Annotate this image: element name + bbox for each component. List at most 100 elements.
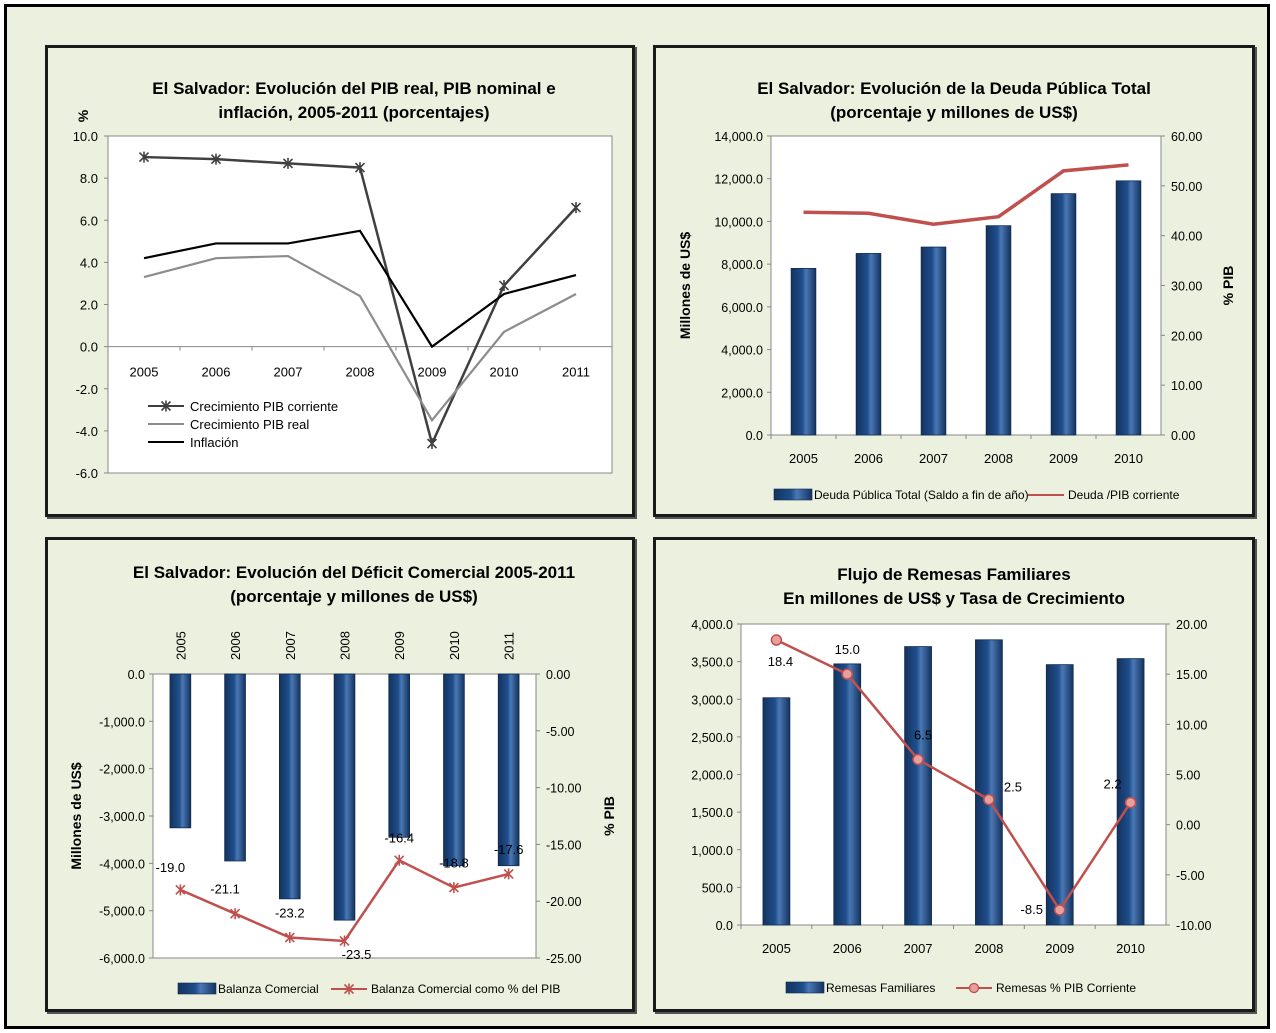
rem-data-label: 15.0 — [835, 642, 860, 657]
rem-legend-bar-swatch — [785, 981, 825, 994]
deuda-y2-tick-label: 20.00 — [1171, 329, 1202, 343]
pib-series-marker — [138, 151, 150, 163]
def-x-tick-label: 2006 — [228, 631, 243, 660]
deuda-y-tick-label: 14,000.0 — [714, 130, 763, 144]
rem-y-tick-label: 3,500.0 — [691, 656, 733, 670]
rem-legend-line-label: Remesas % PIB Corriente — [996, 981, 1136, 995]
deuda-bar — [985, 225, 1012, 436]
rem-x-tick-label: 2009 — [1045, 941, 1074, 956]
rem-bar — [904, 646, 932, 926]
def-data-label: -18.8 — [439, 856, 469, 871]
def-y2-tick-label: -20.00 — [546, 895, 581, 909]
pib-title-line: El Salvador: Evolución del PIB real, PIB… — [152, 79, 555, 98]
chart-panel-deficit: El Salvador: Evolución del Déficit Comer… — [45, 537, 635, 1012]
def-y2-tick-label: -5.00 — [546, 725, 575, 739]
def-x-tick-label: 2011 — [502, 632, 517, 660]
deuda-x-tick-label: 2006 — [854, 451, 883, 466]
def-x-tick-label: 2010 — [447, 631, 462, 660]
deuda-y2-tick-label: 30.00 — [1171, 280, 1202, 294]
rem-line-marker — [1124, 796, 1137, 809]
deuda-x-tick-label: 2008 — [984, 451, 1013, 466]
deuda-x-tick-label: 2007 — [919, 451, 948, 466]
rem-title-line: Flujo de Remesas Familiares — [837, 565, 1070, 584]
rem-plot-area — [740, 623, 1167, 926]
pib-y-tick-label: 6.0 — [80, 213, 98, 228]
rem-title-line: En millones de US$ y Tasa de Crecimiento — [783, 589, 1125, 608]
rem-bar — [1116, 658, 1145, 926]
def-data-label: -23.2 — [275, 906, 305, 921]
dashboard-frame: El Salvador: Evolución del PIB real, PIB… — [4, 4, 1270, 1029]
def-y-axis-label: Millones de US$ — [68, 762, 84, 870]
rem-bar — [762, 697, 791, 926]
def-y2-axis-label: % PIB — [601, 796, 617, 836]
deuda-legend-bar-label: Deuda Pública Total (Saldo a fin de año) — [814, 488, 1029, 502]
rem-y-tick-label: 4,000.0 — [691, 618, 733, 632]
def-y2-tick-label: 0.00 — [546, 668, 570, 682]
def-data-label: -16.4 — [384, 830, 414, 845]
chart-deuda-publica: El Salvador: Evolución de la Deuda Públi… — [677, 79, 1236, 502]
rem-line-marker — [983, 793, 995, 806]
rem-y-tick-label: 0.0 — [716, 919, 733, 933]
def-line-marker — [175, 884, 186, 896]
def-x-tick-label: 2008 — [338, 631, 353, 660]
chart-deficit-comercial: El Salvador: Evolución del Déficit Comer… — [68, 563, 617, 996]
deuda-y-tick-label: 4,000.0 — [721, 344, 763, 358]
deuda-y2-tick-label: 40.00 — [1171, 230, 1202, 244]
pib-x-tick-label: 2009 — [418, 365, 447, 380]
def-bar — [278, 673, 301, 900]
rem-y2-tick-label: 5.00 — [1176, 769, 1200, 783]
deuda-y-tick-label: 10,000.0 — [714, 215, 763, 229]
deuda-y2-tick-label: 50.00 — [1171, 180, 1202, 194]
deuda-y2-tick-label: 10.00 — [1171, 379, 1202, 393]
deuda-line — [803, 163, 1129, 226]
rem-line-marker — [770, 634, 783, 646]
rem-y-tick-label: 2,500.0 — [691, 731, 733, 745]
pib-legend-label: Inflación — [190, 435, 238, 450]
pib-plot-area — [107, 135, 613, 474]
def-bar — [333, 673, 356, 921]
def-bar — [443, 673, 465, 867]
rem-x-tick-label: 2006 — [833, 941, 862, 956]
deuda-legend-line-label: Deuda /PIB corriente — [1068, 488, 1180, 502]
rem-y2-tick-label: 15.00 — [1176, 668, 1207, 682]
pib-x-tick-label: 2010 — [490, 365, 519, 380]
pib-x-tick-label: 2011 — [562, 365, 590, 380]
pib-series-marker — [498, 280, 510, 292]
rem-bar — [833, 663, 862, 926]
pib-y-tick-label: 2.0 — [80, 298, 98, 313]
rem-legend-bar-label: Remesas Familiares — [826, 981, 935, 995]
def-legend-bar-label: Balanza Comercial — [218, 982, 319, 996]
deuda-bar — [1115, 180, 1142, 436]
rem-y-tick-label: 1,000.0 — [691, 844, 733, 858]
pib-series-line — [143, 229, 577, 349]
def-y2-tick-label: -10.00 — [546, 782, 581, 796]
def-bar — [497, 673, 520, 867]
rem-bar — [975, 639, 1003, 926]
rem-x-tick-label: 2005 — [762, 941, 791, 956]
def-y-tick-label: -2,000.0 — [99, 763, 145, 777]
deuda-legend-bar-swatch — [773, 488, 813, 501]
deuda-title-line: El Salvador: Evolución de la Deuda Públi… — [757, 79, 1151, 98]
pib-y-tick-label: 0.0 — [80, 340, 98, 355]
def-y-tick-label: -5,000.0 — [99, 905, 145, 919]
rem-y2-tick-label: -5.00 — [1176, 869, 1205, 883]
deuda-y-axis-label: Millones de US$ — [677, 232, 693, 340]
chart-panel-deuda: El Salvador: Evolución de la Deuda Públi… — [653, 45, 1255, 517]
rem-data-label: 2.2 — [1104, 777, 1122, 792]
rem-line-marker — [1054, 904, 1066, 916]
def-y-tick-label: -4,000.0 — [99, 857, 145, 871]
pib-x-tick-label: 2005 — [130, 365, 159, 380]
deuda-y2-tick-label: 60.00 — [1171, 130, 1202, 144]
deuda-y2-tick-label: 0.00 — [1171, 429, 1195, 443]
rem-bar — [1045, 664, 1074, 926]
pib-series-line — [143, 254, 577, 423]
deuda-x-tick-label: 2005 — [789, 451, 818, 466]
rem-line-marker — [912, 753, 924, 766]
pib-y-tick-label: -2.0 — [76, 382, 98, 397]
def-y-tick-label: 0.0 — [128, 668, 145, 682]
def-data-label: -21.1 — [210, 882, 240, 897]
pib-title-line: inflación, 2005-2011 (porcentajes) — [218, 103, 489, 122]
rem-data-label: 18.4 — [768, 654, 793, 669]
pib-x-tick-label: 2007 — [274, 365, 303, 380]
def-line-marker — [503, 868, 514, 880]
